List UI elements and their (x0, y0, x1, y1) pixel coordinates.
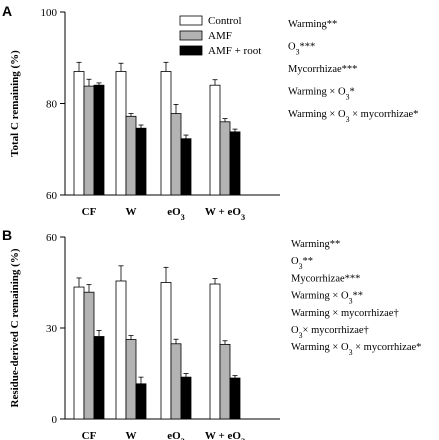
y-tick-label: 100 (41, 7, 58, 19)
bar-amf (83, 85, 95, 196)
x-tick-label: W (126, 430, 137, 440)
significance-annotation: O3** (291, 256, 313, 271)
bar-amf-root (135, 127, 147, 196)
bar-control (73, 71, 85, 196)
y-tick-label: 60 (46, 232, 58, 244)
bar-control (115, 280, 127, 420)
legend-swatch-amf-root (179, 45, 203, 56)
panel-b: B Residue-derived C remaining (%) 0 30 60 CF W… (2, 227, 421, 440)
bar-amf-root (229, 377, 241, 420)
bar-control (209, 84, 221, 196)
legend-label: AMF (208, 30, 232, 42)
legend-swatch-amf (179, 30, 203, 41)
bar-amf-root (180, 138, 192, 196)
bar-control (73, 286, 85, 420)
bar-amf (219, 343, 231, 420)
bar-amf-root (180, 376, 192, 420)
x-tick-label: W (126, 206, 137, 218)
bar-amf-root (93, 336, 105, 420)
significance-annotation: Warming × O3 × mycorrhizae* (288, 109, 418, 124)
significance-annotation: Warming × O3** (291, 291, 363, 306)
x-tick-label: CF (82, 430, 97, 440)
y-tick-label: 80 (46, 99, 58, 111)
significance-annotation: Warming** (288, 19, 337, 30)
bar-amf (125, 339, 137, 420)
significance-annotation: Mycorrhizae*** (288, 64, 357, 75)
bar-control (209, 283, 221, 420)
x-tick-label: eO3 (167, 206, 185, 222)
panel-letter: B (2, 227, 12, 243)
x-tick-label: eO3 (167, 430, 185, 440)
legend-label: AMF + root (208, 45, 261, 57)
significance-annotation: Warming × O3* (288, 87, 355, 102)
significance-annotation: O3× mycorrhizae† (291, 325, 369, 340)
bar-amf-root (229, 131, 241, 196)
bar-amf-root (135, 383, 147, 420)
bar-control (115, 71, 127, 196)
legend-label: Control (208, 15, 242, 27)
bar-control (160, 282, 172, 420)
significance-annotation: Warming × mycorrhizae† (291, 308, 399, 319)
y-axis-label: Residue-derived C remaining (%) (9, 248, 21, 407)
y-tick-label: 0 (52, 414, 58, 426)
legend-swatch-control (179, 15, 203, 26)
y-tick-label: 60 (46, 190, 58, 202)
bar-amf (170, 113, 182, 196)
bar-amf (219, 121, 231, 196)
significance-annotation: Mycorrhizae*** (291, 273, 360, 284)
bar-amf (125, 115, 137, 196)
bar-amf-root (93, 84, 105, 196)
x-tick-label: W + eO3 (205, 430, 245, 440)
y-tick-label: 30 (46, 323, 58, 335)
significance-annotation: Warming** (291, 239, 340, 250)
y-axis-label: Total C remaining (%) (9, 50, 21, 157)
bar-amf (83, 291, 95, 420)
panel-letter: A (2, 3, 12, 19)
bar-amf (170, 343, 182, 420)
significance-annotation: Warming × O3 × mycorrhizae* (291, 342, 421, 357)
x-tick-label: W + eO3 (205, 206, 245, 222)
bar-control (160, 71, 172, 196)
significance-annotation: O3*** (288, 42, 315, 57)
x-tick-label: CF (82, 206, 97, 218)
